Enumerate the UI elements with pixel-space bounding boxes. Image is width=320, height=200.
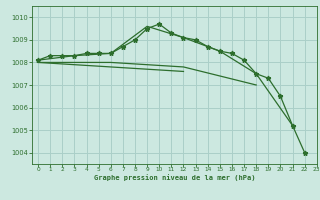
X-axis label: Graphe pression niveau de la mer (hPa): Graphe pression niveau de la mer (hPa) — [94, 174, 255, 181]
